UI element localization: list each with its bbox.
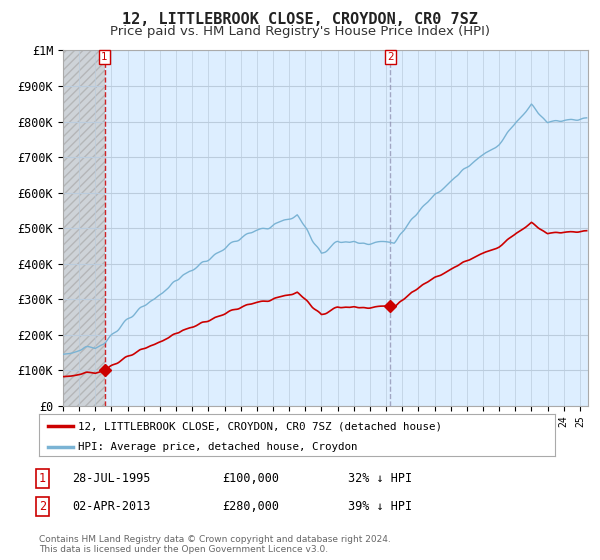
Text: 28-JUL-1995: 28-JUL-1995: [72, 472, 151, 486]
Text: 12, LITTLEBROOK CLOSE, CROYDON, CR0 7SZ (detached house): 12, LITTLEBROOK CLOSE, CROYDON, CR0 7SZ …: [77, 421, 442, 431]
Text: 1: 1: [39, 472, 46, 486]
Text: Contains HM Land Registry data © Crown copyright and database right 2024.
This d: Contains HM Land Registry data © Crown c…: [39, 535, 391, 554]
Text: 32% ↓ HPI: 32% ↓ HPI: [348, 472, 412, 486]
Text: £100,000: £100,000: [222, 472, 279, 486]
Text: 39% ↓ HPI: 39% ↓ HPI: [348, 500, 412, 514]
Text: 1: 1: [101, 52, 108, 62]
Text: £280,000: £280,000: [222, 500, 279, 514]
Text: Price paid vs. HM Land Registry's House Price Index (HPI): Price paid vs. HM Land Registry's House …: [110, 25, 490, 38]
Text: 2: 2: [387, 52, 394, 62]
Text: HPI: Average price, detached house, Croydon: HPI: Average price, detached house, Croy…: [77, 442, 357, 452]
Text: 2: 2: [39, 500, 46, 514]
Text: 02-APR-2013: 02-APR-2013: [72, 500, 151, 514]
Text: 12, LITTLEBROOK CLOSE, CROYDON, CR0 7SZ: 12, LITTLEBROOK CLOSE, CROYDON, CR0 7SZ: [122, 12, 478, 27]
